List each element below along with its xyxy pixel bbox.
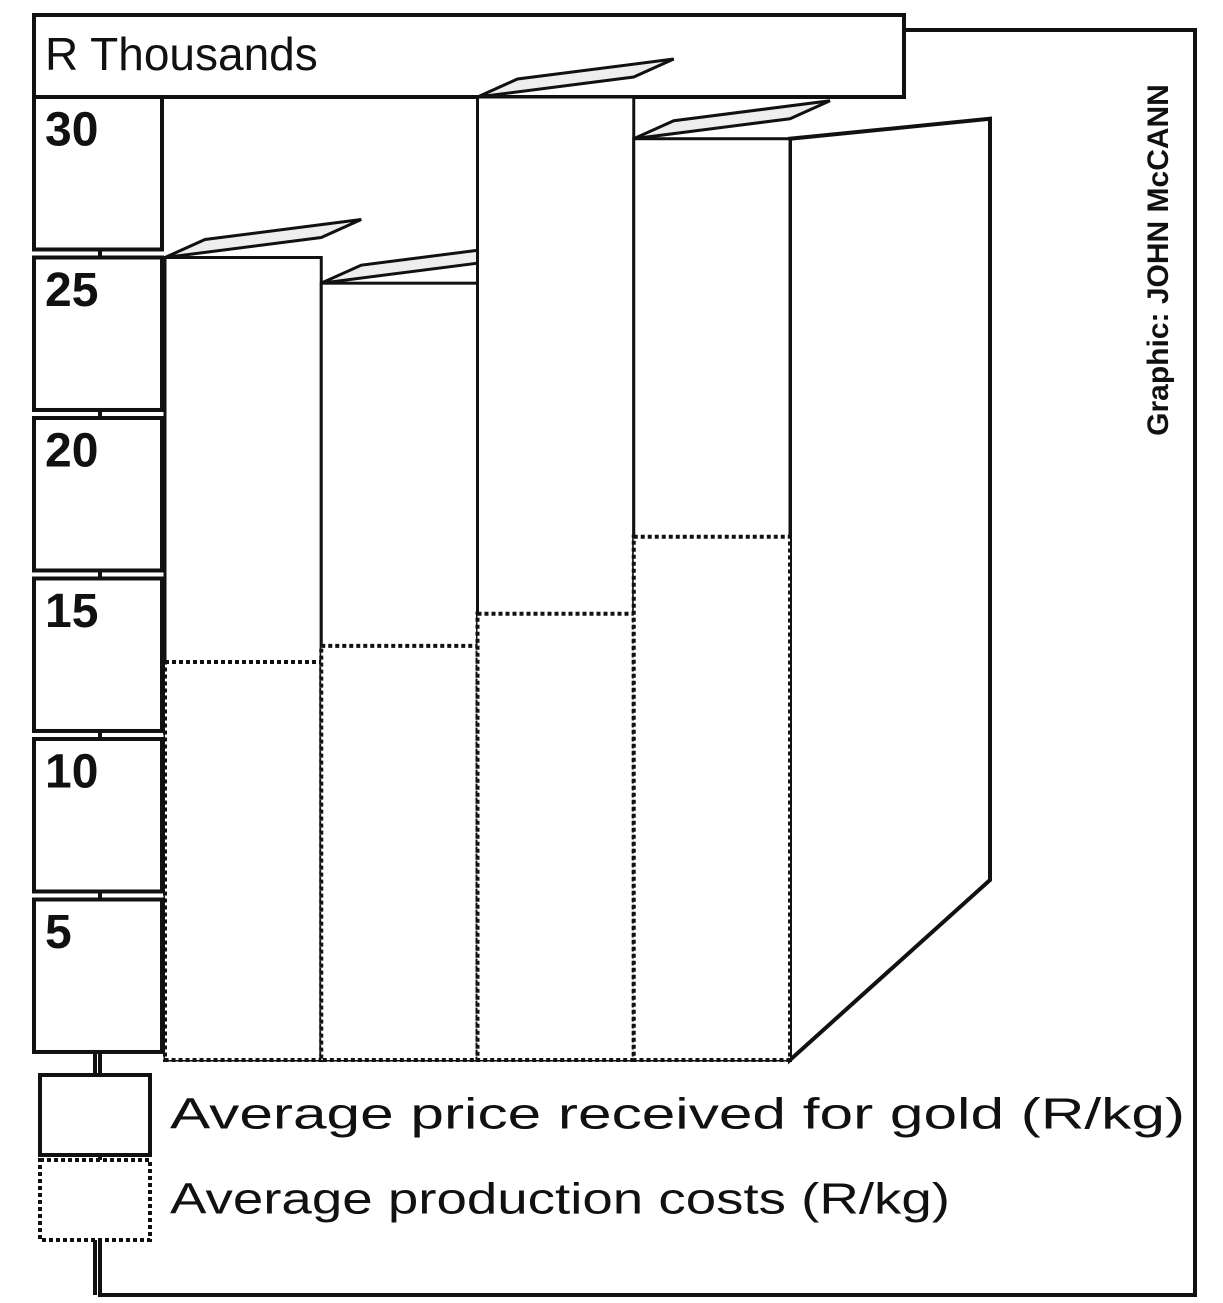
y-tick-label: 25	[45, 264, 98, 317]
y-tick-label: 20	[45, 425, 98, 478]
bar	[163, 659, 324, 1063]
bar-top	[164, 218, 362, 259]
tick-box	[32, 737, 164, 894]
legend-swatch	[38, 1158, 152, 1242]
y-tick-label: 15	[45, 585, 98, 638]
bar-top	[633, 99, 831, 141]
y-label-box	[32, 13, 906, 99]
y-tick-label: 10	[45, 746, 98, 799]
tick-box	[32, 95, 164, 252]
bar-side	[788, 116, 992, 1065]
bar	[319, 643, 480, 1062]
tick-box	[32, 576, 164, 733]
y-tick-label: 30	[45, 104, 98, 157]
bar-top	[476, 57, 675, 99]
y-axis-label: R Thousands	[45, 28, 318, 80]
tick-box	[32, 255, 164, 412]
y-tick-label: 5	[45, 906, 72, 959]
bar	[475, 611, 636, 1062]
credit: Graphic: JOHN McCANN	[1142, 84, 1175, 436]
bar	[631, 534, 792, 1062]
legend-swatch	[38, 1073, 152, 1157]
tick-box	[32, 897, 164, 1054]
legend-label: Average price received for gold (R/kg)	[170, 1090, 1185, 1139]
legend-label: Average production costs (R/kg)	[170, 1175, 950, 1224]
tick-box	[32, 416, 164, 573]
